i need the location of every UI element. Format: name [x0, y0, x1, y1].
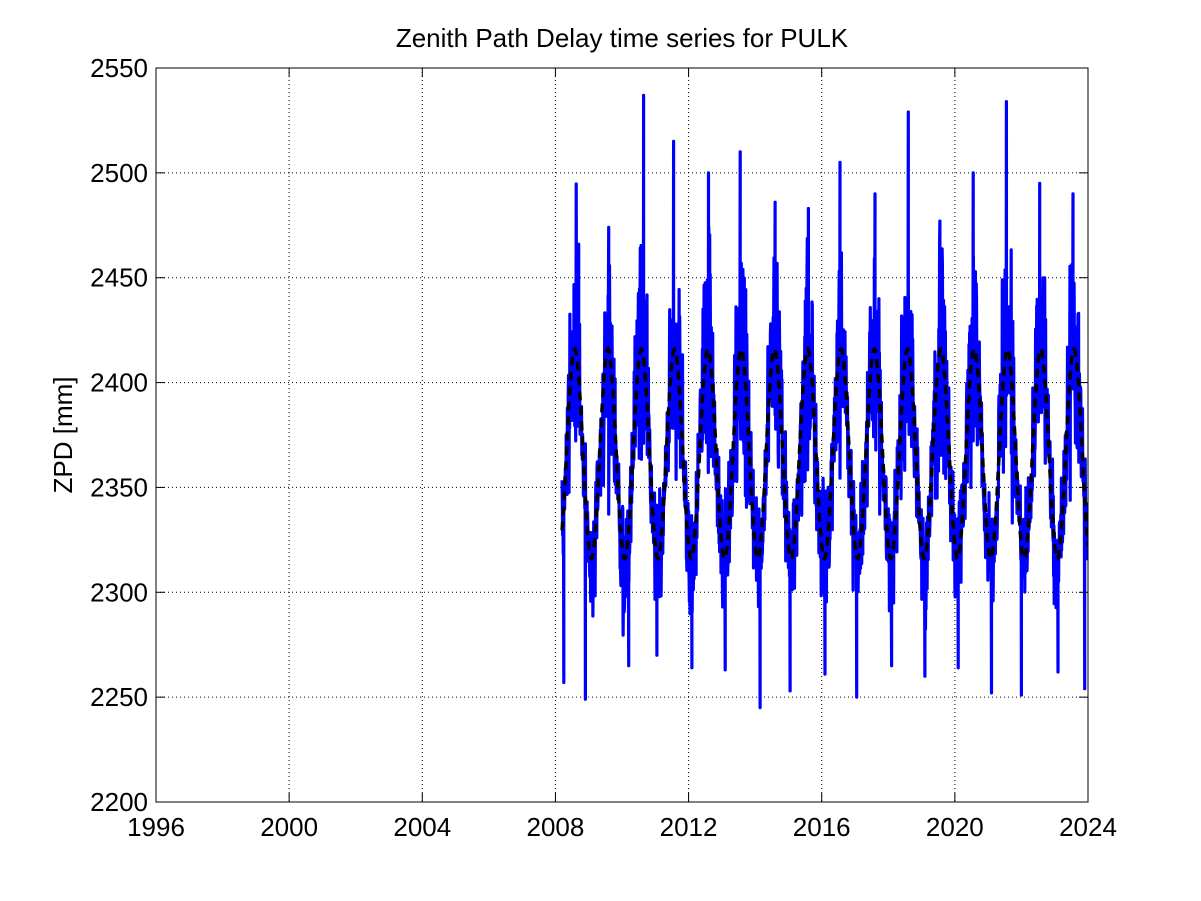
y-tick-label: 2500 — [90, 158, 148, 188]
series-zpd-observed-line — [560, 93, 1088, 710]
plot-frame — [155, 67, 1089, 803]
y-tick-label: 2300 — [90, 577, 148, 607]
chart-title: Zenith Path Delay time series for PULK — [396, 23, 849, 53]
x-tick-label: 2000 — [260, 812, 318, 842]
axis-ticks: 1996 2000 2004 2008 2012 2016 2020 2024 2200 2250… — [90, 53, 1117, 842]
series-zpd-seasonal-fit-line — [560, 346, 1088, 562]
x-tick-label: 2008 — [527, 812, 585, 842]
x-tick-label: 2020 — [926, 812, 984, 842]
x-tick-label: 2012 — [660, 812, 718, 842]
x-tick-label: 2004 — [393, 812, 451, 842]
y-tick-label: 2450 — [90, 263, 148, 293]
plot-area — [560, 93, 1088, 710]
x-tick-label: 1996 — [127, 812, 185, 842]
x-tick-label: 2016 — [793, 812, 851, 842]
x-tick-label: 2024 — [1059, 812, 1117, 842]
y-tick-label: 2400 — [90, 368, 148, 398]
y-axis-label: ZPD [mm] — [48, 377, 78, 494]
y-tick-label: 2200 — [90, 787, 148, 817]
y-tick-label: 2550 — [90, 53, 148, 83]
y-tick-label: 2350 — [90, 472, 148, 502]
y-tick-label: 2250 — [90, 682, 148, 712]
series-layer — [560, 93, 1088, 710]
